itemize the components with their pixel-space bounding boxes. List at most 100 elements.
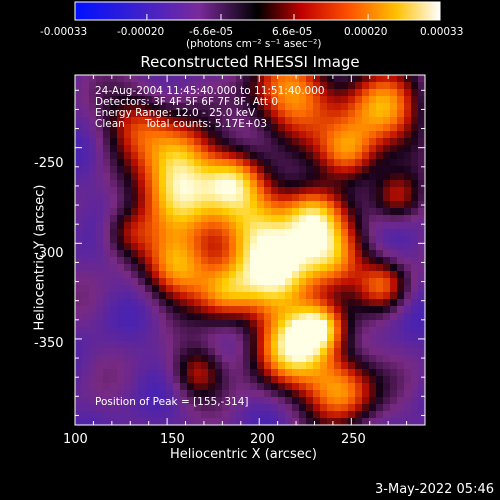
- heatmap-cell: [334, 124, 342, 132]
- heatmap-cell: [75, 390, 83, 398]
- heatmap-cell: [376, 411, 384, 419]
- heatmap-cell: [362, 278, 370, 286]
- heatmap-cell: [355, 397, 363, 405]
- heatmap-cell: [166, 264, 174, 272]
- heatmap-cell: [110, 117, 118, 125]
- heatmap-cell: [180, 348, 188, 356]
- heatmap-cell: [320, 159, 328, 167]
- heatmap-cell: [103, 215, 111, 223]
- heatmap-cell: [243, 306, 251, 314]
- heatmap-cell: [313, 75, 321, 83]
- heatmap-cell: [383, 145, 391, 153]
- heatmap-cell: [138, 229, 146, 237]
- heatmap-cell: [75, 306, 83, 314]
- heatmap-cell: [243, 404, 251, 412]
- heatmap-cell: [383, 131, 391, 139]
- heatmap-cell: [250, 355, 258, 363]
- heatmap-cell: [166, 355, 174, 363]
- heatmap-cell: [383, 187, 391, 195]
- heatmap-cell: [257, 89, 265, 97]
- heatmap-cell: [355, 278, 363, 286]
- heatmap-cell: [348, 327, 356, 335]
- heatmap-cell: [397, 313, 405, 321]
- heatmap-cell: [278, 110, 286, 118]
- heatmap-cell: [418, 243, 426, 251]
- heatmap-cell: [285, 138, 293, 146]
- heatmap-cell: [341, 145, 349, 153]
- heatmap-cell: [180, 334, 188, 342]
- heatmap-cell: [397, 362, 405, 370]
- heatmap-cell: [271, 299, 279, 307]
- heatmap-cell: [348, 257, 356, 265]
- heatmap-cell: [327, 362, 335, 370]
- heatmap-cell: [117, 411, 125, 419]
- heatmap-cell: [369, 103, 377, 111]
- heatmap-cell: [313, 292, 321, 300]
- heatmap-cell: [152, 264, 160, 272]
- heatmap-cell: [173, 131, 181, 139]
- heatmap-cell: [278, 341, 286, 349]
- heatmap-cell: [327, 327, 335, 335]
- heatmap-cell: [201, 390, 209, 398]
- heatmap-cell: [159, 320, 167, 328]
- heatmap-cell: [82, 418, 90, 426]
- heatmap-cell: [383, 82, 391, 90]
- heatmap-cell: [243, 243, 251, 251]
- heatmap-cell: [299, 299, 307, 307]
- heatmap-cell: [138, 138, 146, 146]
- heatmap-cell: [236, 334, 244, 342]
- heatmap-cell: [208, 313, 216, 321]
- heatmap-cell: [376, 166, 384, 174]
- heatmap-cell: [215, 383, 223, 391]
- heatmap-cell: [278, 411, 286, 419]
- heatmap-cell: [229, 404, 237, 412]
- heatmap-cell: [376, 376, 384, 384]
- heatmap-cell: [236, 250, 244, 258]
- heatmap-cell: [243, 299, 251, 307]
- heatmap-cell: [236, 194, 244, 202]
- heatmap-cell: [348, 369, 356, 377]
- heatmap-cell: [306, 243, 314, 251]
- heatmap-cell: [243, 320, 251, 328]
- heatmap-cell: [278, 278, 286, 286]
- heatmap-cell: [264, 131, 272, 139]
- heatmap-cell: [313, 376, 321, 384]
- heatmap-cell: [145, 145, 153, 153]
- heatmap-cell: [236, 362, 244, 370]
- heatmap-cell: [131, 152, 139, 160]
- heatmap-cell: [383, 369, 391, 377]
- heatmap-cell: [306, 208, 314, 216]
- heatmap-cell: [348, 236, 356, 244]
- heatmap-cell: [222, 82, 230, 90]
- heatmap-cell: [201, 264, 209, 272]
- heatmap-cell: [348, 110, 356, 118]
- heatmap-cell: [222, 222, 230, 230]
- heatmap-cell: [320, 355, 328, 363]
- heatmap-cell: [257, 278, 265, 286]
- heatmap-cell: [369, 257, 377, 265]
- heatmap-cell: [313, 236, 321, 244]
- heatmap-cell: [166, 411, 174, 419]
- heatmap-cell: [173, 166, 181, 174]
- heatmap-cell: [75, 285, 83, 293]
- heatmap-cell: [145, 327, 153, 335]
- heatmap-cell: [208, 271, 216, 279]
- heatmap-cell: [222, 306, 230, 314]
- heatmap-cell: [271, 159, 279, 167]
- heatmap-cell: [124, 257, 132, 265]
- heatmap-cell: [201, 418, 209, 426]
- heatmap-cell: [89, 348, 97, 356]
- heatmap-cell: [222, 243, 230, 251]
- heatmap-cell: [313, 362, 321, 370]
- heatmap-cell: [369, 117, 377, 125]
- heatmap-cell: [271, 397, 279, 405]
- heatmap-cell: [124, 250, 132, 258]
- heatmap-cell: [229, 334, 237, 342]
- heatmap-cell: [397, 243, 405, 251]
- heatmap-cell: [124, 166, 132, 174]
- heatmap-cell: [257, 250, 265, 258]
- heatmap-cell: [313, 82, 321, 90]
- heatmap-cell: [292, 103, 300, 111]
- heatmap-cell: [180, 411, 188, 419]
- heatmap-cell: [257, 383, 265, 391]
